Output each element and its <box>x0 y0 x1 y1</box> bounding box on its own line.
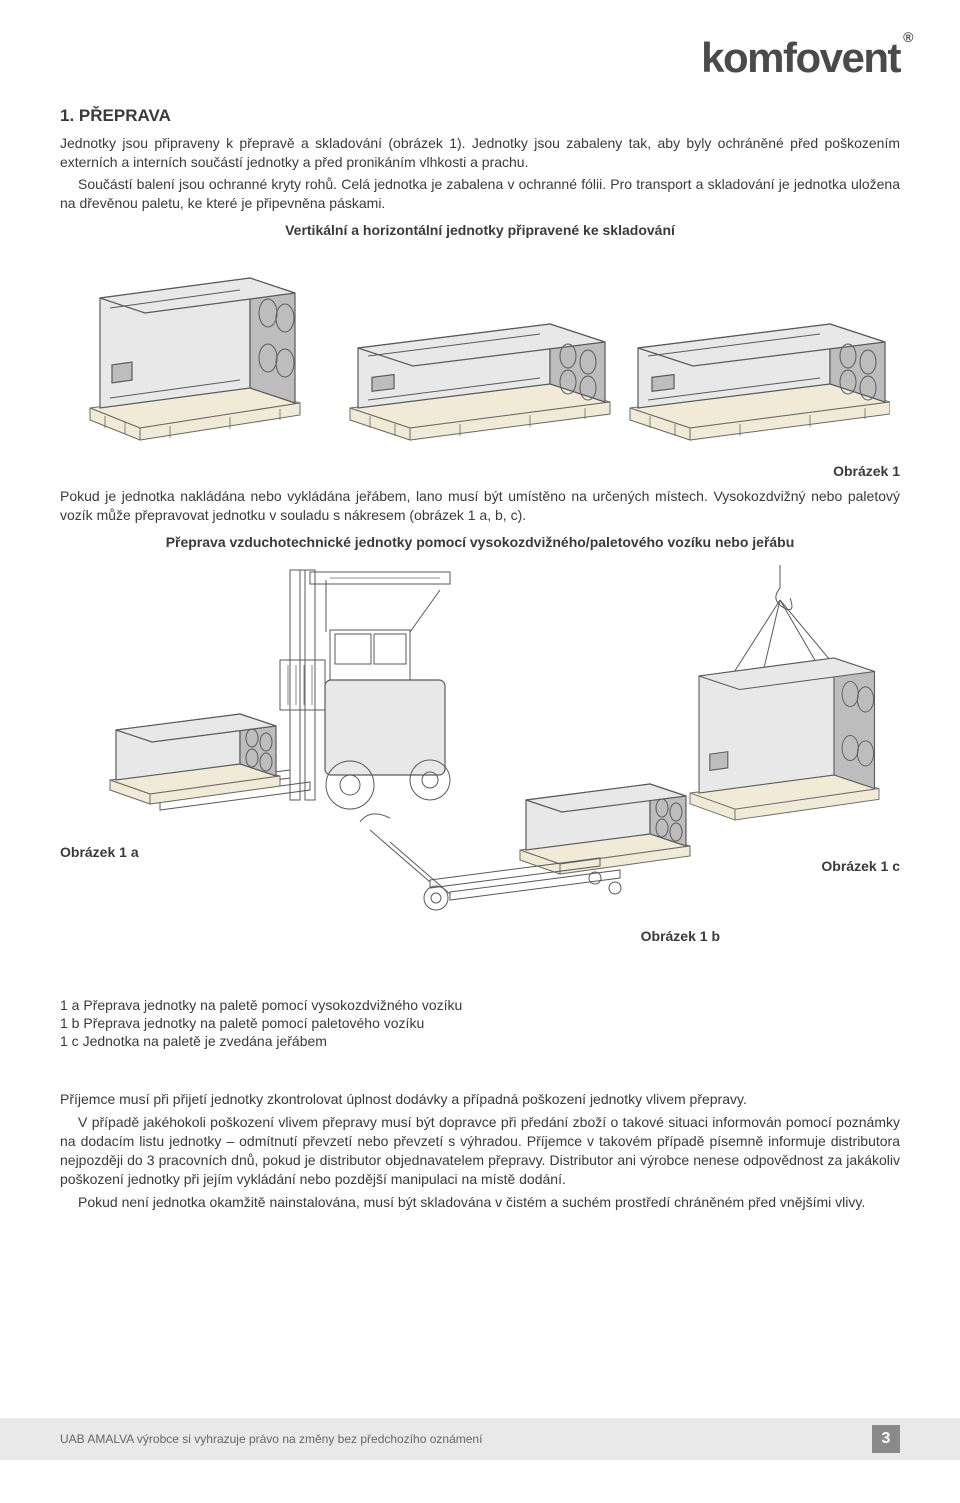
paragraph-3: Pokud je jednotka nakládána nebo vykládá… <box>60 487 900 525</box>
footer-text: UAB AMALVA výrobce si vyhrazuje právo na… <box>60 1431 482 1447</box>
figure-2-svg <box>60 560 900 940</box>
page-footer: UAB AMALVA výrobce si vyhrazuje právo na… <box>0 1418 960 1460</box>
figure-2: Obrázek 1 a Obrázek 1 c Obrázek 1 b <box>60 560 900 940</box>
legend-line-b: 1 b Přeprava jednotky na paletě pomocí p… <box>60 1014 900 1032</box>
paragraph-5: V případě jakéhokoli poškození vlivem př… <box>60 1113 900 1189</box>
brand-registered: ® <box>903 28 912 47</box>
figure1c-label: Obrázek 1 c <box>821 857 900 876</box>
figure1a-label: Obrázek 1 a <box>60 843 139 862</box>
brand-logo: komfovent ® <box>701 30 900 87</box>
figure1b-label: Obrázek 1 b <box>641 927 720 946</box>
figure-1-svg <box>70 248 890 458</box>
paragraph-6: Pokud není jednotka okamžitě nainstalová… <box>60 1193 900 1212</box>
figure-legend: 1 a Přeprava jednotky na paletě pomocí v… <box>60 996 900 1051</box>
figure-1 <box>60 248 900 458</box>
brand-header: komfovent ® <box>60 30 900 87</box>
figure1-label: Obrázek 1 <box>60 462 900 481</box>
figure1-caption: Vertikální a horizontální jednotky připr… <box>60 221 900 240</box>
brand-text: komfovent <box>701 34 900 81</box>
legend-line-c: 1 c Jednotka na paletě je zvedána jeřábe… <box>60 1032 900 1050</box>
page-number: 3 <box>872 1425 900 1453</box>
section-title: 1. PŘEPRAVA <box>60 105 900 128</box>
paragraph-4: Příjemce musí při přijetí jednotky zkont… <box>60 1090 900 1109</box>
paragraph-2: Součástí balení jsou ochranné kryty rohů… <box>60 175 900 213</box>
figure2-caption: Přeprava vzduchotechnické jednotky pomoc… <box>60 533 900 552</box>
legend-line-a: 1 a Přeprava jednotky na paletě pomocí v… <box>60 996 900 1014</box>
paragraph-1: Jednotky jsou připraveny k přepravě a sk… <box>60 134 900 172</box>
